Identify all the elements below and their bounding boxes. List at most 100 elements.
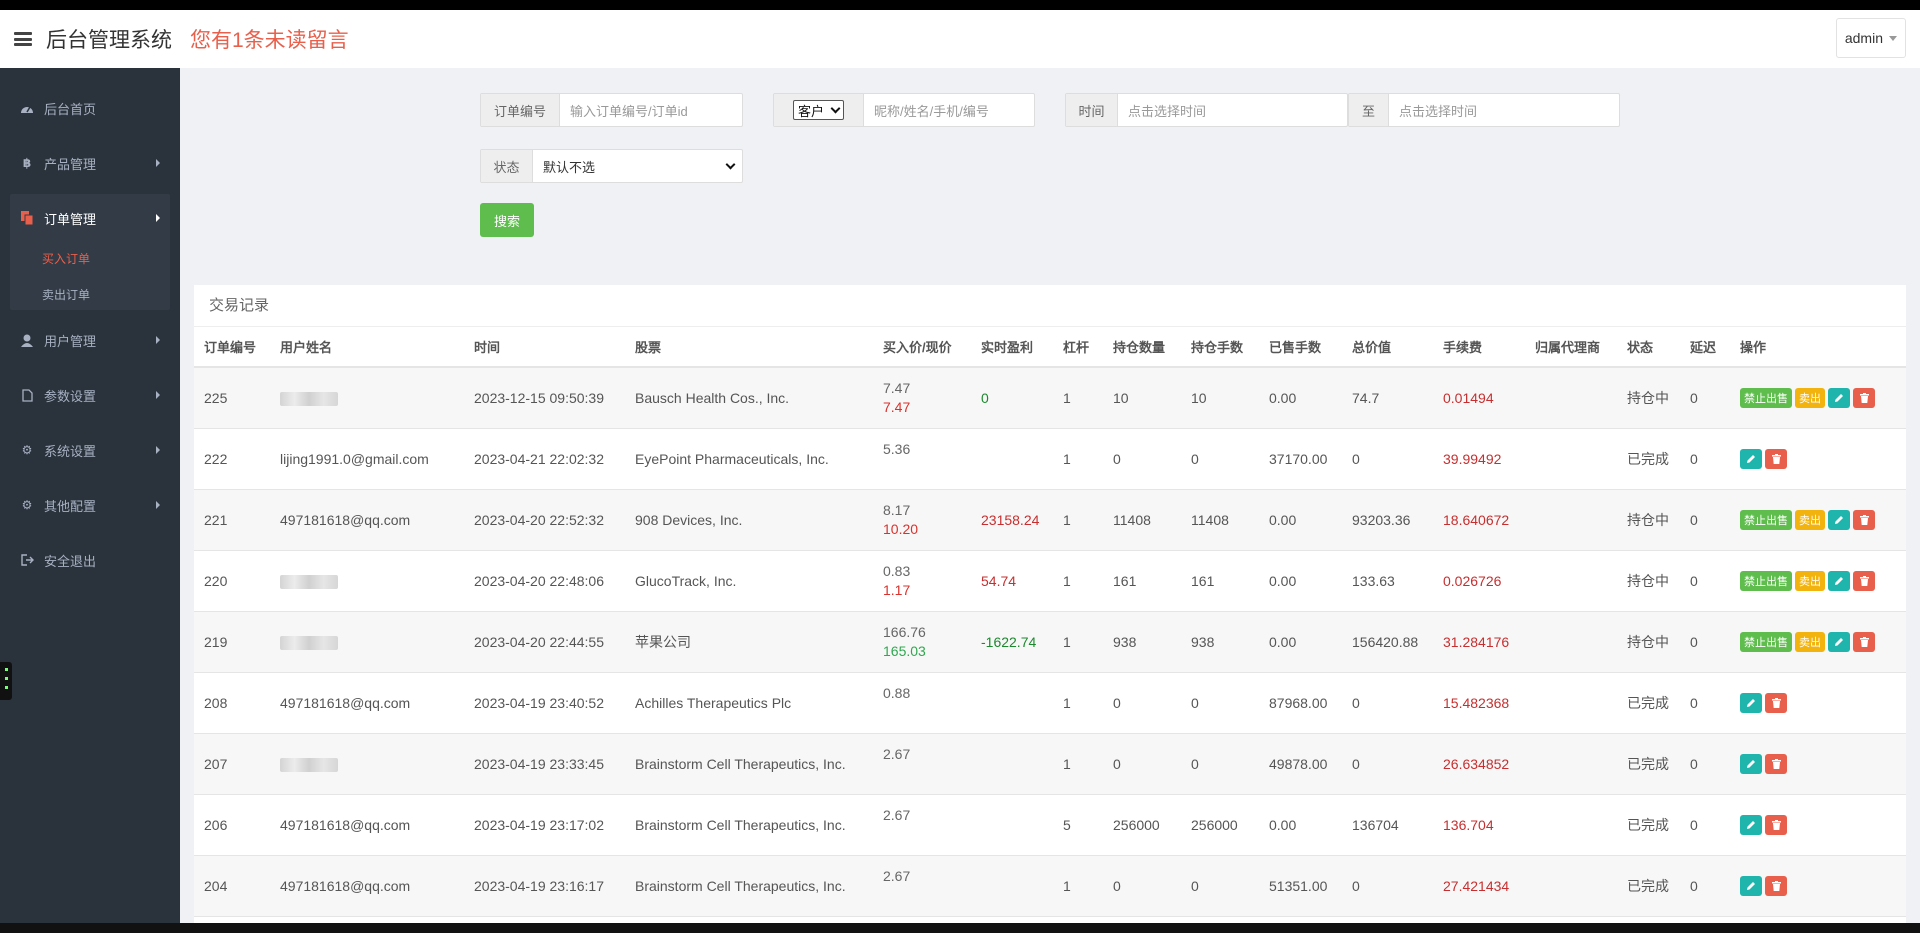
- chevron-right-icon: [156, 501, 160, 509]
- cell-actions: [1730, 672, 1906, 734]
- top-header: 后台管理系统 您有1条未读留言 admin: [0, 10, 1920, 68]
- edit-button[interactable]: [1740, 448, 1762, 469]
- time-end-filter: 至 点击选择时间: [1348, 93, 1620, 127]
- cell-pnl: 23158.24: [971, 489, 1053, 551]
- cell-user: [270, 367, 464, 429]
- edit-button[interactable]: [1740, 875, 1762, 896]
- cell-user: 497181618@qq.com: [270, 855, 464, 917]
- edit-button[interactable]: [1828, 631, 1850, 652]
- sidebar-item-params[interactable]: 参数设置: [0, 375, 180, 415]
- user-menu[interactable]: admin: [1835, 18, 1906, 58]
- order-id-input[interactable]: 输入订单编号/订单id: [570, 103, 688, 119]
- trash-icon: [1771, 697, 1781, 708]
- current-price: 10.20: [883, 520, 919, 537]
- cell-leverage: 1: [1053, 672, 1103, 734]
- stop-sale-button[interactable]: 禁止出售: [1740, 631, 1792, 652]
- sidebar-item-products[interactable]: ฿ 产品管理: [0, 143, 180, 183]
- column-header: 订单编号: [194, 327, 270, 368]
- edit-button[interactable]: [1740, 753, 1762, 774]
- table-row: 206 497181618@qq.com 2023-04-19 23:17:02 Br…: [194, 794, 1906, 856]
- stop-sale-button[interactable]: 禁止出售: [1740, 387, 1792, 408]
- cell-total: 93203.36: [1342, 489, 1433, 551]
- sidebar: 后台首页 ฿ 产品管理 订单管理 买入订单 卖出订单 用户管理 参数设置 ⚙ 系…: [0, 68, 180, 923]
- cell-leverage: 5: [1053, 794, 1103, 856]
- sidebar-item-other[interactable]: ⚙ 其他配置: [0, 485, 180, 525]
- delete-button[interactable]: [1853, 570, 1875, 591]
- customer-input[interactable]: 昵称/姓名/手机/编号: [874, 103, 989, 119]
- delete-button[interactable]: [1765, 875, 1787, 896]
- edit-button[interactable]: [1740, 814, 1762, 835]
- delete-button[interactable]: [1853, 509, 1875, 530]
- delete-button[interactable]: [1765, 753, 1787, 774]
- menu-toggle-icon[interactable]: [14, 32, 32, 46]
- search-button[interactable]: 搜索: [480, 203, 534, 237]
- sell-button[interactable]: 卖出: [1795, 631, 1825, 652]
- sidebar-item-label: 产品管理: [44, 156, 97, 172]
- time-end-input[interactable]: 点击选择时间: [1399, 103, 1478, 119]
- cell-fee: 18.640672: [1433, 489, 1525, 551]
- edit-button[interactable]: [1828, 570, 1850, 591]
- file-icon: [20, 388, 34, 402]
- edit-button[interactable]: [1828, 387, 1850, 408]
- cell-stock: Brainstorm Cell Therapeutics, Inc.: [625, 855, 873, 917]
- cell-delay: 0: [1680, 428, 1730, 490]
- sidebar-item-users[interactable]: 用户管理: [0, 320, 180, 360]
- time-start-input[interactable]: 点击选择时间: [1128, 103, 1207, 119]
- cell-time: 2023-12-15 09:50:39: [464, 367, 625, 429]
- delete-button[interactable]: [1853, 387, 1875, 408]
- gear-icon: ⚙: [21, 498, 33, 512]
- cell-total: 0: [1342, 428, 1433, 490]
- sidebar-item-home[interactable]: 后台首页: [0, 88, 180, 128]
- customer-filter: 客户 昵称/姓名/手机/编号: [773, 93, 1035, 127]
- sell-button[interactable]: 卖出: [1795, 570, 1825, 591]
- cell-time: 2023-04-20 22:44:55: [464, 611, 625, 673]
- column-header: 延迟: [1680, 327, 1730, 368]
- sidebar-subitem-buy-orders[interactable]: 买入订单: [42, 252, 91, 266]
- cell-lots: 11408: [1181, 489, 1259, 551]
- floating-widget[interactable]: [0, 662, 12, 700]
- column-header: 持仓手数: [1181, 327, 1259, 368]
- cell-leverage: 1: [1053, 367, 1103, 429]
- delete-button[interactable]: [1765, 692, 1787, 713]
- cell-leverage: 1: [1053, 489, 1103, 551]
- chevron-right-icon: [156, 446, 160, 454]
- cell-fee: 136.704: [1433, 794, 1525, 856]
- cell-user: 497181618@qq.com: [270, 672, 464, 734]
- buy-price: 2.67: [883, 867, 911, 884]
- table-row: 207 2023-04-19 23:33:45 Brainstorm Cell Th…: [194, 733, 1906, 795]
- pencil-icon: [1746, 820, 1756, 830]
- cell-lots: 0: [1181, 855, 1259, 917]
- delete-button[interactable]: [1765, 814, 1787, 835]
- sidebar-item-system[interactable]: ⚙ 系统设置: [0, 430, 180, 470]
- cell-sold: 0.00: [1259, 367, 1342, 429]
- order-id-filter: 订单编号 输入订单编号/订单id: [480, 93, 743, 127]
- customer-type-select[interactable]: 客户: [792, 100, 844, 120]
- cell-quantity: 938: [1103, 611, 1181, 673]
- cell-status: 已完成: [1617, 855, 1680, 917]
- stop-sale-button[interactable]: 禁止出售: [1740, 570, 1792, 591]
- cell-time: 2023-04-20 22:48:06: [464, 550, 625, 612]
- unread-message-notice[interactable]: 您有1条未读留言: [190, 29, 349, 52]
- cell-status: 持仓中: [1617, 550, 1680, 612]
- cell-actions: [1730, 428, 1906, 490]
- cell-sold: 0.00: [1259, 611, 1342, 673]
- stop-sale-button[interactable]: 禁止出售: [1740, 509, 1792, 530]
- sidebar-item-orders[interactable]: 订单管理: [0, 198, 180, 238]
- edit-button[interactable]: [1828, 509, 1850, 530]
- edit-button[interactable]: [1740, 692, 1762, 713]
- cell-order-id: 204: [194, 855, 270, 917]
- cell-fee: 31.284176: [1433, 611, 1525, 673]
- cell-order-id: 225: [194, 367, 270, 429]
- status-select[interactable]: 默认不选: [533, 150, 742, 182]
- delete-button[interactable]: [1853, 631, 1875, 652]
- sell-button[interactable]: 卖出: [1795, 509, 1825, 530]
- cell-stock: Bausch Health Cos., Inc.: [625, 367, 873, 429]
- trash-icon: [1771, 758, 1781, 769]
- cell-actions: [1730, 733, 1906, 795]
- sidebar-subitem-sell-orders[interactable]: 卖出订单: [42, 288, 91, 302]
- cell-stock: 苹果公司: [625, 611, 873, 673]
- sell-button[interactable]: 卖出: [1795, 387, 1825, 408]
- delete-button[interactable]: [1765, 448, 1787, 469]
- cell-lots: 0: [1181, 672, 1259, 734]
- sidebar-item-logout[interactable]: 安全退出: [0, 540, 180, 580]
